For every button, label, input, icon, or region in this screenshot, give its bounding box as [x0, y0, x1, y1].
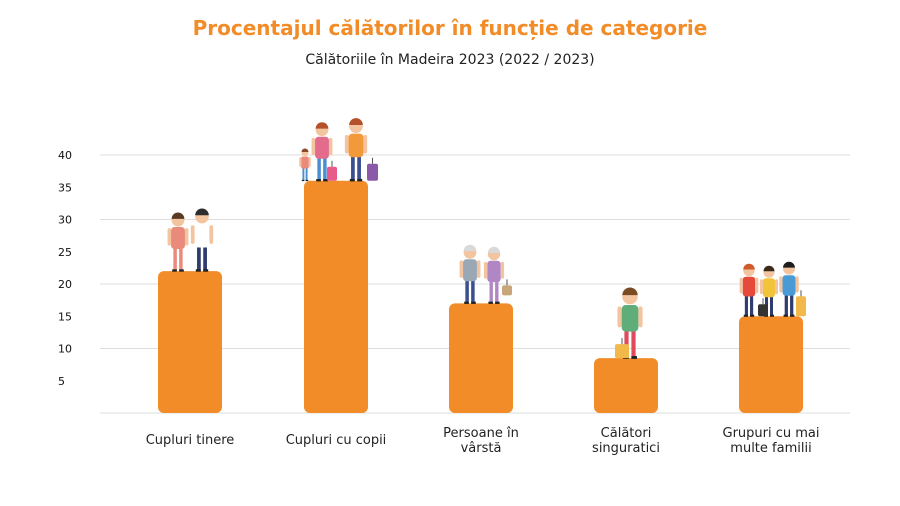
x-category-label-line: Cupluri tinere — [146, 433, 235, 448]
purple-suitcase-illustration — [367, 163, 378, 181]
y-tick-label: 10 — [58, 343, 72, 356]
y-tick-label: 15 — [58, 310, 72, 323]
yellow-suitcase-illustration — [796, 296, 806, 317]
bar — [739, 316, 803, 413]
elderly-woman-figure — [483, 246, 505, 304]
x-category-label: Persoane în vârstă — [443, 426, 519, 456]
x-category-label: Cupluri cu copii — [286, 433, 387, 448]
x-category-label: Călători singuratici — [592, 426, 660, 456]
chart-title: Procentajul călătorilor în funcție de ca… — [192, 16, 708, 40]
young-woman-figure — [167, 212, 189, 272]
x-category-label-line: multe familii — [730, 441, 811, 456]
yellow-bag-illustration — [615, 344, 629, 359]
bar — [304, 180, 368, 413]
group-person-3-figure — [779, 261, 799, 317]
y-tick-label: 35 — [58, 181, 72, 194]
y-tick-label: 30 — [58, 214, 72, 227]
x-category-label-line: vârstă — [461, 441, 502, 456]
father-figure — [344, 118, 368, 182]
x-category-label-line: Persoane în — [443, 426, 519, 441]
x-category-label-line: Grupuri cu mai — [723, 426, 820, 441]
x-category-label-line: Călători — [601, 426, 652, 441]
bar — [449, 303, 513, 413]
x-category-label-line: Cupluri cu copii — [286, 433, 387, 448]
x-category-label: Cupluri tinere — [146, 433, 235, 448]
pink-suitcase-illustration — [327, 166, 337, 181]
young-man-figure — [190, 208, 214, 272]
child-figure — [299, 148, 311, 182]
black-suitcase-illustration — [758, 304, 768, 317]
mother-figure — [311, 122, 333, 182]
handbag-illustration — [502, 285, 512, 296]
y-tick-label: 5 — [58, 375, 65, 388]
bar — [158, 271, 222, 413]
y-tick-label: 40 — [58, 149, 72, 162]
x-category-label: Grupuri cu mai multe familii — [723, 426, 820, 456]
x-category-label-line: singuratici — [592, 441, 660, 456]
chart-subtitle: Călătoriile în Madeira 2023 (2022 / 2023… — [305, 52, 595, 68]
y-tick-label: 25 — [58, 246, 72, 259]
bar — [594, 358, 658, 413]
elderly-man-figure — [459, 244, 481, 304]
group-person-1-figure — [739, 263, 759, 317]
y-tick-label: 20 — [58, 278, 72, 291]
